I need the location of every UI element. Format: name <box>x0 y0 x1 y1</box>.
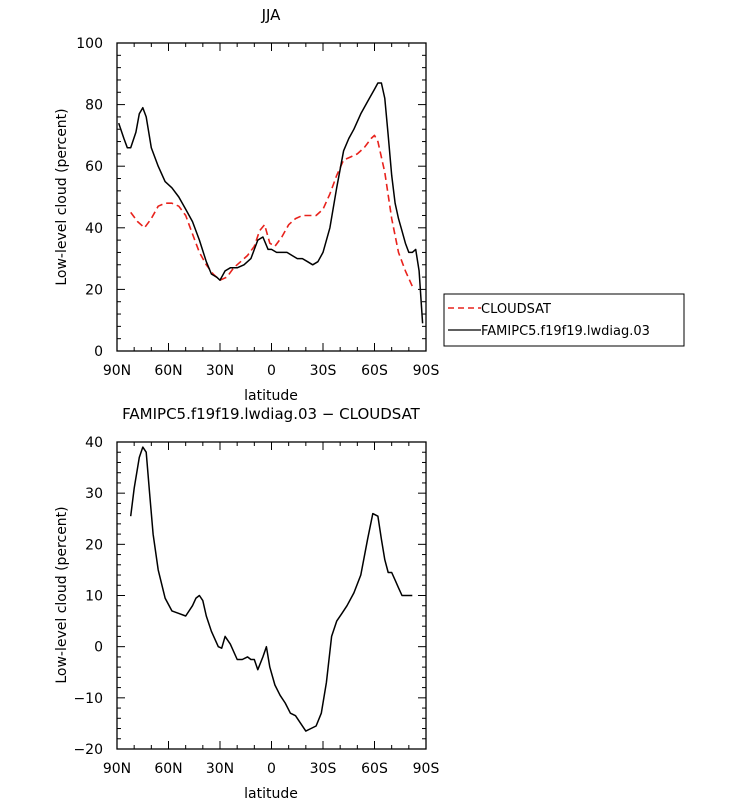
bottom-y-tick-label: 10 <box>85 589 103 605</box>
top-x-tick-label: 60N <box>154 363 182 379</box>
bottom-y-tick-label: −10 <box>73 691 103 707</box>
top-panel: JJA 90N 60N 30N 0 30S 60S 90S 0 20 40 60 80 100 lati… <box>54 6 685 404</box>
top-series-line-cloudsat <box>130 134 414 287</box>
bottom-x-tick-label: 60N <box>154 761 182 777</box>
top-y-tick-label: 40 <box>85 221 103 237</box>
bottom-chart-title: FAMIPC5.f19f19.lwdiag.03 − CLOUDSAT <box>122 405 421 423</box>
top-x-axis-label: latitude <box>244 388 298 404</box>
bottom-x-tick-label: 90S <box>413 761 440 777</box>
top-y-tick-label: 20 <box>85 282 103 298</box>
bottom-y-tick-label: 0 <box>94 640 103 656</box>
bottom-y-tick-label: 20 <box>85 537 103 553</box>
legend-label-cloudsat: CLOUDSAT <box>481 302 551 317</box>
top-x-tick-label: 60S <box>361 363 388 379</box>
bottom-panel: FAMIPC5.f19f19.lwdiag.03 − CLOUDSAT 90N 6… <box>54 405 439 802</box>
bottom-y-axis-label: Low-level cloud (percent) <box>54 506 70 683</box>
top-x-tick-label: 30N <box>206 363 234 379</box>
top-y-tick-label: 80 <box>85 98 103 114</box>
legend-box <box>443 293 685 347</box>
bottom-x-tick-label: 0 <box>267 761 276 777</box>
top-x-tick-label: 90S <box>413 363 440 379</box>
top-y-tick-label: 100 <box>76 36 103 52</box>
bottom-series-line-difference <box>129 446 413 732</box>
legend: CLOUDSAT FAMIPC5.f19f19.lwdiag.03 <box>443 293 685 347</box>
bottom-plot-frame <box>116 441 427 750</box>
bottom-x-tick-label: 30S <box>310 761 337 777</box>
bottom-axis-ticks: 90N 60N 30N 0 30S 60S 90S −20 −10 0 10 20 30 40 <box>73 435 439 777</box>
top-chart-title: JJA <box>261 6 282 24</box>
bottom-x-tick-label: 60S <box>361 761 388 777</box>
bottom-x-tick-label: 30N <box>206 761 234 777</box>
bottom-y-tick-label: 30 <box>85 486 103 502</box>
bottom-series-lines <box>129 446 413 732</box>
top-axis-ticks: 90N 60N 30N 0 30S 60S 90S 0 20 40 60 80 100 <box>76 36 439 379</box>
legend-label-model: FAMIPC5.f19f19.lwdiag.03 <box>481 324 650 339</box>
bottom-y-tick-label: −20 <box>73 742 103 758</box>
bottom-y-tick-label: 40 <box>85 435 103 451</box>
bottom-x-axis-label: latitude <box>244 786 298 802</box>
top-x-tick-label: 0 <box>267 363 276 379</box>
top-y-axis-label: Low-level cloud (percent) <box>54 108 70 285</box>
top-y-tick-label: 0 <box>94 344 103 360</box>
top-plot-frame <box>116 42 427 352</box>
top-series-lines <box>117 82 424 324</box>
bottom-x-tick-label: 90N <box>103 761 131 777</box>
top-x-tick-label: 30S <box>310 363 337 379</box>
top-x-tick-label: 90N <box>103 363 131 379</box>
top-y-tick-label: 60 <box>85 159 103 175</box>
top-series-line-famipc5-f19f19-lwdiag-03 <box>117 82 424 324</box>
